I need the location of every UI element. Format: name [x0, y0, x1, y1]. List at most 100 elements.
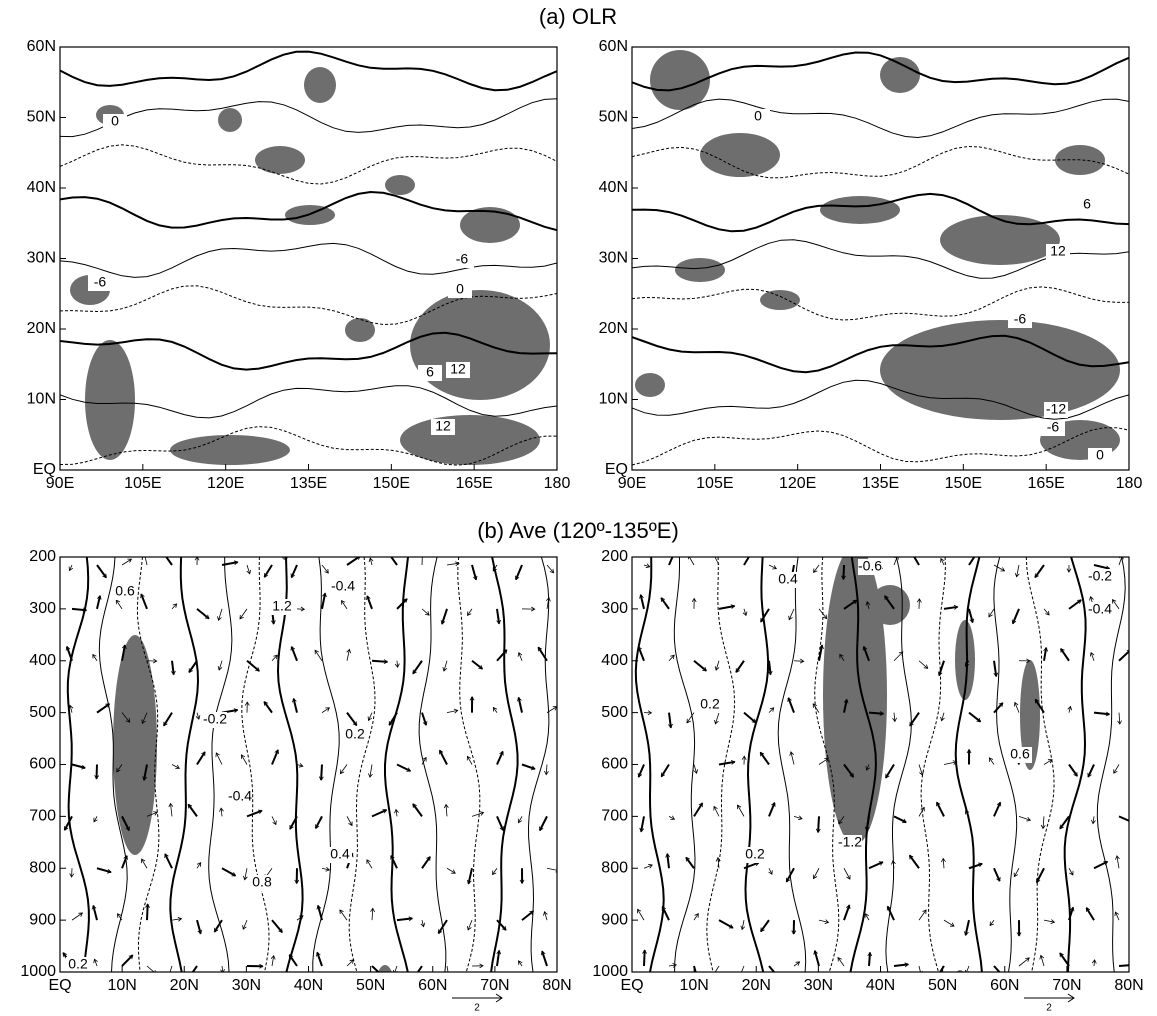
- wind-vector-head: [420, 922, 426, 928]
- wind-vector-head: [879, 711, 885, 716]
- wind-vector: [1116, 855, 1120, 869]
- wind-vector: [496, 815, 505, 831]
- wind-vector: [421, 856, 431, 869]
- wind-vector-head: [298, 763, 304, 768]
- y-tick-label: 400: [29, 652, 56, 669]
- x-tick-label: 120E: [779, 475, 816, 492]
- wind-vector-head: [998, 702, 1004, 707]
- wind-vector-head: [290, 645, 296, 651]
- wind-vector: [271, 816, 277, 825]
- wind-vector-head: [1034, 573, 1039, 579]
- wind-vector: [471, 659, 484, 670]
- shaded-region: [113, 635, 157, 855]
- contour-label: 0: [456, 281, 464, 297]
- contour-label: -0.4: [228, 788, 252, 804]
- wind-vector: [735, 660, 745, 673]
- contour: [632, 334, 1129, 374]
- wind-vector-head: [382, 809, 388, 814]
- wind-vector: [714, 557, 720, 566]
- wind-vector-head: [255, 667, 260, 672]
- wind-vector-head: [1069, 906, 1075, 912]
- wind-vector: [445, 804, 448, 817]
- wind-vector-head: [728, 924, 734, 929]
- contour-label: 12: [435, 418, 451, 434]
- wind-vector: [467, 868, 473, 885]
- wind-vector: [1059, 952, 1070, 967]
- contour-label: 0.4: [778, 571, 798, 587]
- wind-vector: [537, 646, 548, 662]
- wind-vector: [868, 952, 871, 967]
- shaded-region: [460, 207, 520, 243]
- wind-vector-head: [215, 752, 220, 757]
- shaded-region: [650, 50, 710, 110]
- wind-vector-head: [537, 646, 543, 652]
- wind-vector: [966, 965, 970, 972]
- wind-vector: [421, 920, 424, 927]
- wind-vector-head: [660, 597, 665, 602]
- contour-label-bg: [103, 114, 127, 130]
- wind-vector: [117, 913, 123, 921]
- wind-vector: [421, 757, 427, 765]
- wind-vector-head: [339, 769, 345, 775]
- wind-vector: [143, 764, 148, 781]
- wind-vector-head: [937, 671, 943, 677]
- x-tick-label: 180: [1116, 475, 1143, 492]
- wind-vector: [1011, 608, 1020, 624]
- wind-vector-head: [519, 879, 525, 885]
- wind-vector: [388, 712, 398, 726]
- wind-vector: [943, 919, 955, 927]
- wind-vector-head: [902, 818, 907, 824]
- wind-vector: [884, 763, 895, 779]
- wind-vector-head: [393, 969, 398, 972]
- wind-vector-head: [1016, 932, 1022, 937]
- wind-vector-head: [81, 764, 86, 770]
- wind-vector-head: [153, 811, 158, 816]
- wind-vector-head: [439, 749, 444, 755]
- wind-vector: [288, 954, 298, 967]
- wind-vector-head: [127, 558, 133, 563]
- wind-vector-head: [201, 751, 206, 757]
- y-tick-label: 500: [29, 704, 56, 721]
- wind-vector: [467, 756, 473, 765]
- shaded-region: [823, 557, 887, 845]
- wind-vector-head: [841, 575, 846, 581]
- wind-vector: [843, 699, 848, 713]
- wind-vector: [637, 764, 645, 778]
- shaded-region: [635, 373, 665, 397]
- shaded-region: [410, 290, 550, 400]
- wind-vector: [1043, 759, 1053, 765]
- wind-vector-head: [969, 618, 975, 624]
- wind-vector: [239, 608, 248, 620]
- wind-vector: [467, 919, 473, 931]
- x-tick-label: 40N: [866, 977, 895, 994]
- y-tick-label: 900: [601, 911, 628, 928]
- wind-vector: [314, 815, 323, 829]
- contour-label-bg: [250, 875, 274, 891]
- wind-vector-head: [1115, 855, 1120, 860]
- wind-vector-head: [867, 951, 873, 957]
- contour: [920, 557, 946, 972]
- contour-label: -0.6: [858, 558, 882, 574]
- contour-label: 0: [1096, 447, 1104, 463]
- shaded-region: [255, 146, 305, 174]
- wind-vector: [918, 807, 925, 817]
- wind-vector: [643, 950, 646, 967]
- wind-vector-head: [426, 856, 431, 861]
- wind-vector: [271, 919, 283, 933]
- contour-label-bg: [446, 362, 470, 378]
- contour: [777, 557, 807, 972]
- wind-vector-head: [141, 719, 146, 725]
- wind-vector: [1014, 702, 1020, 713]
- wind-vector: [768, 707, 774, 713]
- wind-vector-head: [637, 645, 642, 651]
- wind-vector-head: [123, 855, 128, 860]
- wind-vector-head: [824, 757, 829, 763]
- contour-label: 6: [426, 364, 434, 380]
- wind-vector-head: [760, 617, 765, 623]
- wind-vector-head: [339, 909, 344, 915]
- y-tick-label: 40N: [27, 179, 56, 196]
- wind-vector-head: [539, 826, 544, 832]
- wind-vector-head: [846, 904, 851, 910]
- wind-vector: [1034, 564, 1045, 578]
- wind-vector: [92, 905, 98, 921]
